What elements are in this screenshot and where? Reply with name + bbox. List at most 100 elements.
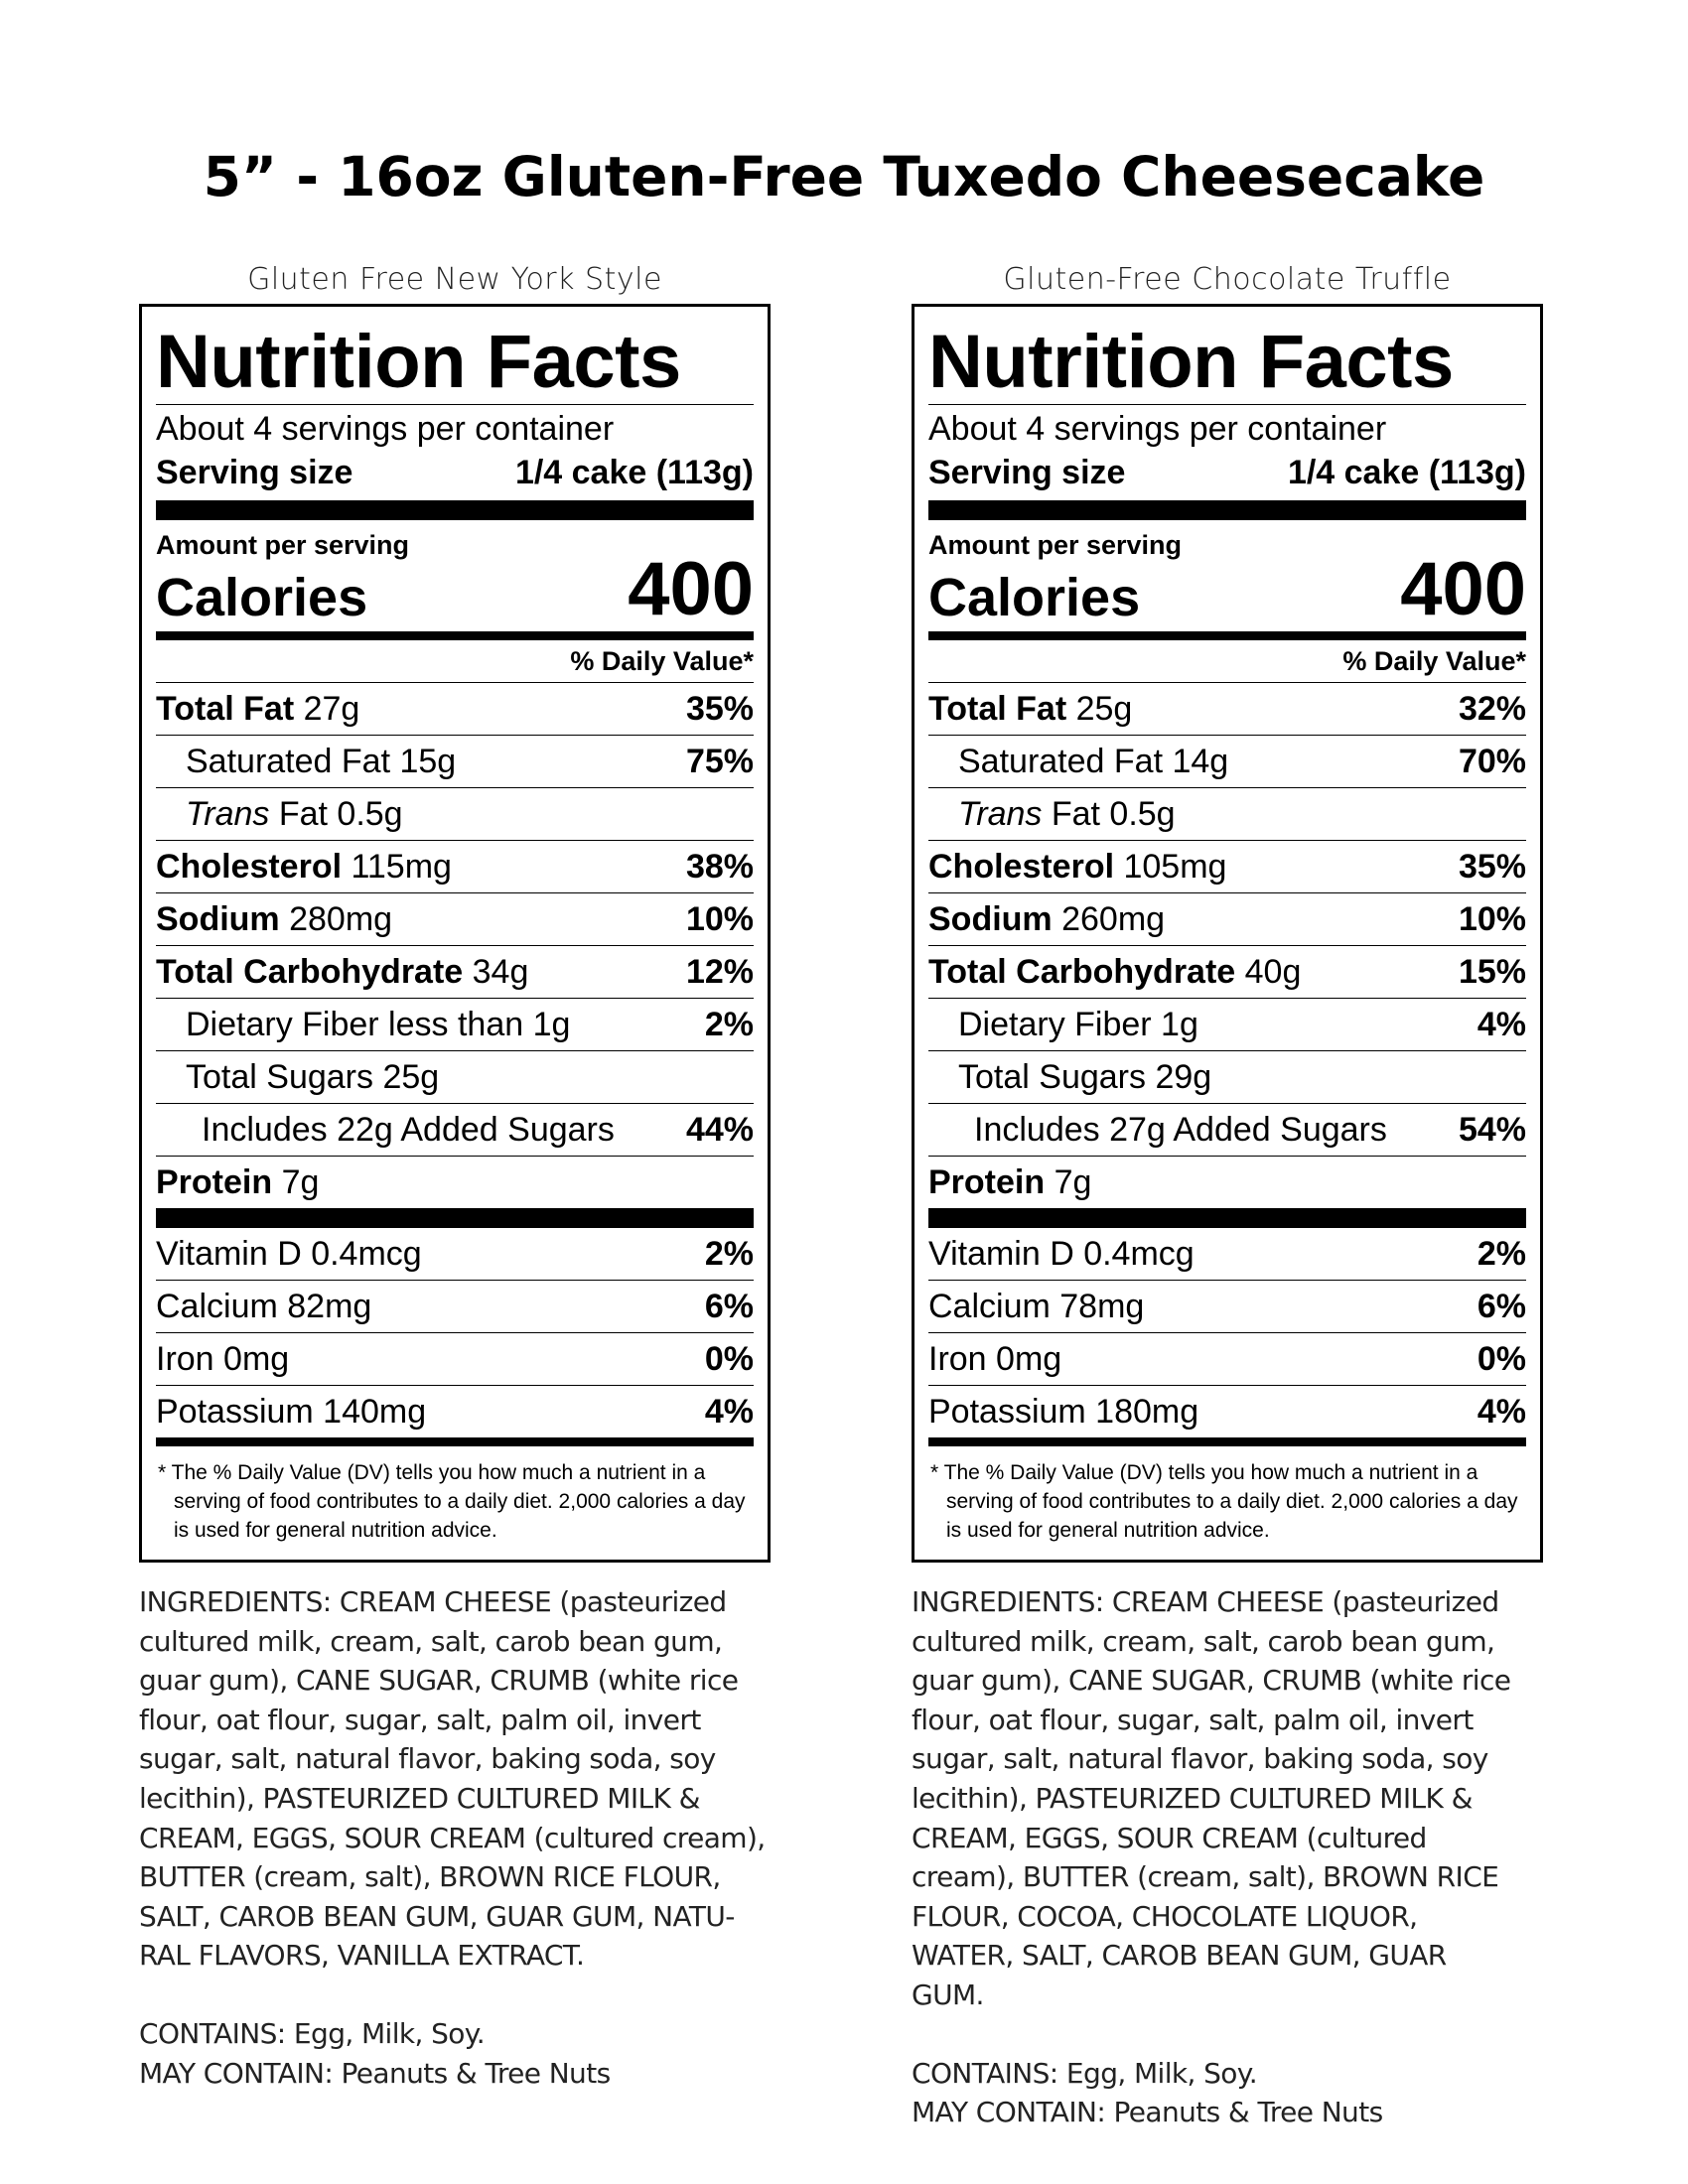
nutrient-name: Total Carbohydrate	[156, 953, 464, 991]
nutrient-name: Dietary Fiber 1g	[958, 1006, 1198, 1043]
serving-size-row: Serving size 1/4 cake (113g)	[156, 451, 754, 494]
calories-label: Calories	[156, 568, 368, 627]
vitamin-label: Potassium 140mg	[156, 1393, 427, 1431]
nutrient-amount: 7g	[1045, 1163, 1092, 1201]
ingredients-text: INGREDIENTS: CREAM CHEESE (pasteurized c…	[912, 1585, 1511, 2011]
vitamin-row-potassium: Potassium 180mg 4%	[928, 1385, 1526, 1437]
nutrient-name: Saturated Fat 15g	[186, 743, 457, 780]
nutrient-name: Sodium	[156, 900, 280, 938]
nutrient-dv: 10%	[1458, 900, 1526, 938]
ingredients-text: INGREDIENTS: CREAM CHEESE (pasteurized c…	[139, 1585, 766, 1973]
nutrient-dv: 35%	[685, 690, 754, 728]
daily-value-footnote: * The % Daily Value (DV) tells you how m…	[930, 1461, 1518, 1542]
vitamin-row-vitamin-d: Vitamin D 0.4mcg 2%	[928, 1228, 1526, 1280]
nutrient-name: Includes 22g Added Sugars	[202, 1111, 615, 1149]
medium-divider	[928, 1437, 1526, 1446]
nutrient-dv: 75%	[685, 743, 754, 780]
nutrient-row-added-sugars: Includes 27g Added Sugars 54%	[928, 1103, 1526, 1156]
product-subtitle: Gluten-Free Chocolate Truffle	[1003, 262, 1452, 297]
vitamin-label: Vitamin D 0.4mcg	[156, 1235, 422, 1273]
vitamin-dv: 0%	[1477, 1340, 1526, 1378]
nutrient-dv: 38%	[685, 848, 754, 886]
nutrient-name: Total Sugars 25g	[186, 1058, 440, 1096]
nutrition-facts-panel: Nutrition Facts About 4 servings per con…	[912, 304, 1543, 1563]
nutrient-row-dietary-fiber: Dietary Fiber 1g 4%	[928, 998, 1526, 1050]
product-column-chocolate-truffle: Gluten-Free Chocolate Truffle Nutrition …	[912, 256, 1543, 2132]
nutrient-name: Total Carbohydrate	[928, 953, 1236, 991]
daily-value-header: % Daily Value*	[570, 646, 754, 676]
vitamin-row-calcium: Calcium 82mg 6%	[156, 1280, 754, 1332]
vitamin-row-vitamin-d: Vitamin D 0.4mcg 2%	[156, 1228, 754, 1280]
nutrient-name: Sodium	[928, 900, 1053, 938]
thick-divider	[156, 500, 754, 520]
vitamin-label: Calcium 82mg	[156, 1288, 372, 1325]
nutrition-facts-heading: Nutrition Facts	[928, 320, 1454, 404]
nutrient-amount: 115mg	[342, 848, 452, 886]
vitamin-label: Vitamin D 0.4mcg	[928, 1235, 1195, 1273]
vitamin-dv: 6%	[704, 1288, 754, 1325]
calories-value: 400	[1400, 547, 1526, 631]
nutrient-name: Saturated Fat 14g	[958, 743, 1229, 780]
vitamin-label: Iron 0mg	[156, 1340, 290, 1378]
nutrient-row-saturated-fat: Saturated Fat 15g 75%	[156, 735, 754, 787]
nutrient-dv: 12%	[685, 953, 754, 991]
calories-row: Calories 400	[928, 552, 1526, 628]
vitamin-dv: 0%	[704, 1340, 754, 1378]
nutrient-name: Total Fat	[928, 690, 1067, 728]
daily-value-footnote: * The % Daily Value (DV) tells you how m…	[158, 1461, 746, 1542]
nutrient-amount: 260mg	[1052, 900, 1166, 938]
servings-per-container: About 4 servings per container	[156, 410, 615, 448]
allergen-may-contain: MAY CONTAIN: Peanuts & Tree Nuts	[139, 2056, 611, 2090]
servings-per-container: About 4 servings per container	[928, 410, 1387, 448]
medium-divider	[156, 1437, 754, 1446]
nutrient-name: Protein	[928, 1163, 1046, 1201]
nutrient-row-protein: Protein 7g	[156, 1156, 754, 1208]
nutrient-name: Trans	[186, 795, 270, 833]
nutrient-dv: 70%	[1458, 743, 1526, 780]
calories-label: Calories	[928, 568, 1141, 627]
serving-size-value: 1/4 cake (113g)	[1287, 454, 1526, 491]
nutrient-amount: 105mg	[1114, 848, 1227, 886]
amount-per-serving: Amount per serving	[928, 530, 1183, 560]
medium-divider	[156, 631, 754, 640]
divider	[928, 404, 1526, 405]
vitamin-dv: 2%	[704, 1235, 754, 1273]
medium-divider	[928, 631, 1526, 640]
vitamin-dv: 2%	[1477, 1235, 1526, 1273]
amount-per-serving: Amount per serving	[156, 530, 410, 560]
nutrient-row-total-fat: Total Fat 27g 35%	[156, 682, 754, 735]
nutrient-dv: 15%	[1458, 953, 1526, 991]
nutrient-name: Protein	[156, 1163, 273, 1201]
nutrient-row-sodium: Sodium 280mg 10%	[156, 892, 754, 945]
nutrient-dv: 32%	[1458, 690, 1526, 728]
nutrient-row-sodium: Sodium 260mg 10%	[928, 892, 1526, 945]
nutrient-dv: 35%	[1458, 848, 1526, 886]
serving-size-label: Serving size	[928, 454, 1126, 491]
nutrient-row-total-sugars: Total Sugars 25g	[156, 1050, 754, 1103]
nutrient-row-total-carbohydrate: Total Carbohydrate 34g 12%	[156, 945, 754, 998]
nutrition-facts-panel: Nutrition Facts About 4 servings per con…	[139, 304, 771, 1563]
nutrient-amount: 25g	[1066, 690, 1133, 728]
allergen-contains: CONTAINS: Egg, Milk, Soy.	[912, 2056, 1258, 2090]
nutrient-row-added-sugars: Includes 22g Added Sugars 44%	[156, 1103, 754, 1156]
vitamin-row-potassium: Potassium 140mg 4%	[156, 1385, 754, 1437]
nutrient-name: Dietary Fiber less than 1g	[186, 1006, 571, 1043]
nutrient-dv: 10%	[685, 900, 754, 938]
product-subtitle: Gluten Free New York Style	[247, 262, 662, 297]
vitamin-label: Iron 0mg	[928, 1340, 1062, 1378]
serving-size-row: Serving size 1/4 cake (113g)	[928, 451, 1526, 494]
nutrient-dv: 44%	[685, 1111, 754, 1149]
nutrient-dv: 2%	[704, 1006, 754, 1043]
nutrient-name: Trans	[958, 795, 1043, 833]
nutrient-amount: 34g	[463, 953, 529, 991]
serving-size-value: 1/4 cake (113g)	[514, 454, 754, 491]
nutrient-dv: 54%	[1458, 1111, 1526, 1149]
nutrient-amount: 40g	[1235, 953, 1302, 991]
serving-size-label: Serving size	[156, 454, 353, 491]
nutrient-row-cholesterol: Cholesterol 105mg 35%	[928, 840, 1526, 892]
allergen-contains: CONTAINS: Egg, Milk, Soy.	[139, 2016, 486, 2050]
nutrient-row-protein: Protein 7g	[928, 1156, 1526, 1208]
nutrient-name: Total Sugars 29g	[958, 1058, 1212, 1096]
nutrient-name: Cholesterol	[928, 848, 1115, 886]
page-title: 5” - 16oz Gluten-Free Tuxedo Cheesecake	[203, 145, 1485, 208]
